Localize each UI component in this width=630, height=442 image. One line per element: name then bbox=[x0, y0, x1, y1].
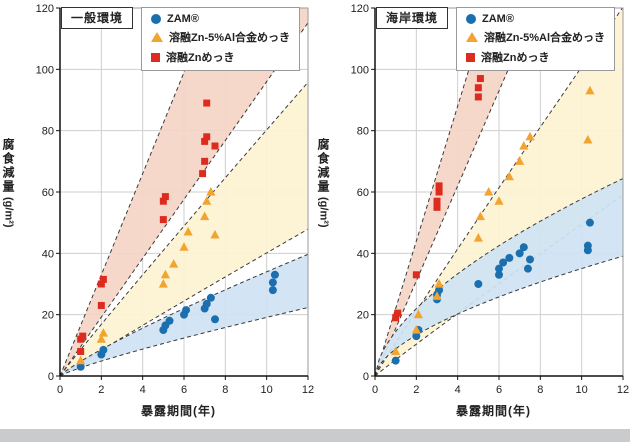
svg-text:12: 12 bbox=[617, 384, 629, 396]
zam-circle-marker-icon bbox=[466, 14, 476, 24]
svg-text:0: 0 bbox=[48, 371, 54, 383]
legend-general: ZAM® 溶融Zn-5%Al合金めっき 溶融Znめっき bbox=[141, 7, 300, 71]
legend-item-zn: 溶融Znめっき bbox=[466, 49, 605, 65]
legend-item-zam: ZAM® bbox=[466, 13, 605, 25]
environment-label-general: 一般環境 bbox=[61, 7, 134, 29]
x-axis-label-coastal: 暴露期間(年) bbox=[456, 404, 531, 418]
svg-text:8: 8 bbox=[222, 384, 228, 396]
plot-area-coastal: 0 2 4 6 8 10 12 0 20 40 60 80 100 120 海岸環境 ZAM® 溶融Zn-… bbox=[329, 2, 629, 404]
legend-label-zn5al: 溶融Zn-5%Al合金めっき bbox=[169, 32, 290, 44]
svg-text:20: 20 bbox=[357, 310, 369, 322]
svg-text:12: 12 bbox=[302, 384, 314, 396]
zn5al-triangle-marker-icon bbox=[151, 32, 163, 42]
svg-text:6: 6 bbox=[496, 384, 502, 396]
svg-text:4: 4 bbox=[455, 384, 461, 396]
zam-circle-marker-icon bbox=[151, 14, 161, 24]
legend-item-zn: 溶融Znめっき bbox=[151, 49, 290, 65]
y-axis-title: 腐食減量 bbox=[316, 138, 330, 194]
svg-text:10: 10 bbox=[576, 384, 588, 396]
svg-text:40: 40 bbox=[42, 248, 54, 260]
legend-label-zn5al: 溶融Zn-5%Al合金めっき bbox=[484, 32, 605, 44]
y-axis-label: 腐食減量 (g/m²) bbox=[316, 138, 331, 228]
svg-text:6: 6 bbox=[181, 384, 187, 396]
svg-text:80: 80 bbox=[42, 126, 54, 138]
charts-row: 腐食減量 (g/m²) 0 2 4 6 8 10 12 0 20 40 60 80 100 120 一般環… bbox=[0, 2, 630, 419]
svg-text:10: 10 bbox=[261, 384, 273, 396]
svg-text:0: 0 bbox=[363, 371, 369, 383]
zn-square-marker-icon bbox=[466, 52, 475, 62]
svg-text:40: 40 bbox=[357, 248, 369, 260]
zn5al-triangle-marker-icon bbox=[466, 32, 478, 42]
y-axis-label: 腐食減量 (g/m²) bbox=[1, 138, 16, 228]
svg-text:2: 2 bbox=[98, 384, 104, 396]
svg-text:100: 100 bbox=[36, 64, 54, 76]
zn-square-marker-icon bbox=[151, 52, 160, 62]
y-axis-unit: (g/m²) bbox=[2, 197, 15, 228]
svg-text:8: 8 bbox=[537, 384, 543, 396]
legend-coastal: ZAM® 溶融Zn-5%Al合金めっき 溶融Znめっき bbox=[456, 7, 615, 71]
y-axis-title: 腐食減量 bbox=[1, 138, 15, 194]
legend-label-zn: 溶融Znめっき bbox=[481, 52, 550, 64]
legend-label-zam: ZAM® bbox=[167, 13, 199, 25]
legend-label-zam: ZAM® bbox=[482, 13, 514, 25]
svg-text:4: 4 bbox=[140, 384, 146, 396]
svg-text:80: 80 bbox=[357, 126, 369, 138]
chart-coastal-environment: 腐食減量 (g/m²) 0 2 4 6 8 10 12 0 20 40 60 80 100 120 海岸環… bbox=[315, 2, 630, 419]
page-bottom-strip bbox=[0, 429, 630, 442]
svg-text:0: 0 bbox=[372, 384, 378, 396]
svg-text:100: 100 bbox=[351, 64, 369, 76]
svg-text:60: 60 bbox=[42, 187, 54, 199]
svg-text:0: 0 bbox=[57, 384, 63, 396]
svg-text:120: 120 bbox=[351, 3, 369, 15]
y-axis-unit: (g/m²) bbox=[317, 197, 330, 228]
x-axis-label-general: 暴露期間(年) bbox=[141, 404, 216, 418]
environment-label-coastal: 海岸環境 bbox=[376, 7, 449, 29]
legend-item-zn5al: 溶融Zn-5%Al合金めっき bbox=[466, 29, 605, 45]
svg-text:2: 2 bbox=[413, 384, 419, 396]
legend-label-zn: 溶融Znめっき bbox=[166, 52, 235, 64]
plot-area-general: 0 2 4 6 8 10 12 0 20 40 60 80 100 120 一般環境 ZAM® 溶融Zn-… bbox=[14, 2, 314, 404]
svg-text:20: 20 bbox=[42, 310, 54, 322]
chart-general-environment: 腐食減量 (g/m²) 0 2 4 6 8 10 12 0 20 40 60 80 100 120 一般環… bbox=[0, 2, 315, 419]
legend-item-zn5al: 溶融Zn-5%Al合金めっき bbox=[151, 29, 290, 45]
svg-text:60: 60 bbox=[357, 187, 369, 199]
svg-text:120: 120 bbox=[36, 3, 54, 15]
legend-item-zam: ZAM® bbox=[151, 13, 290, 25]
